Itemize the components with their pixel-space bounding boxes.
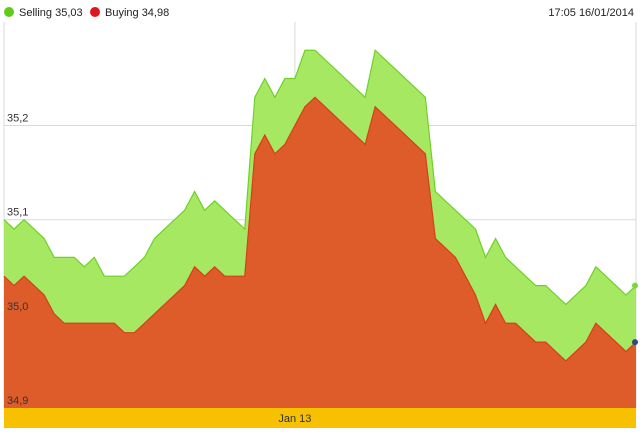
y-tick-label: 35,0 [7,301,28,313]
series-areas [3,49,637,409]
selling-legend-label[interactable]: Selling 35,03 [19,7,83,19]
x-axis-labels: Jan 13 [278,413,311,425]
buying-end-marker[interactable] [632,339,638,346]
buying-area [4,97,636,408]
y-tick-label: 34,9 [7,395,28,407]
end-markers [632,282,638,346]
x-axis-band [4,408,636,428]
y-tick-label: 35,2 [7,113,28,125]
selling-end-marker[interactable] [632,282,638,289]
buying-legend-label[interactable]: Buying 34,98 [105,7,169,19]
y-tick-label: 35,1 [7,207,28,219]
x-tick-label: Jan 13 [278,413,311,425]
selling-legend-marker[interactable] [4,7,14,17]
buying-line [3,96,637,362]
buying-legend-marker[interactable] [90,7,100,17]
selling-line [3,49,637,306]
legend: Selling 35,03 Buying 34,98 [4,7,169,19]
timestamp: 17:05 16/01/2014 [548,7,634,19]
y-axis-labels: 35,2 35,1 35,0 34,9 [7,113,28,407]
